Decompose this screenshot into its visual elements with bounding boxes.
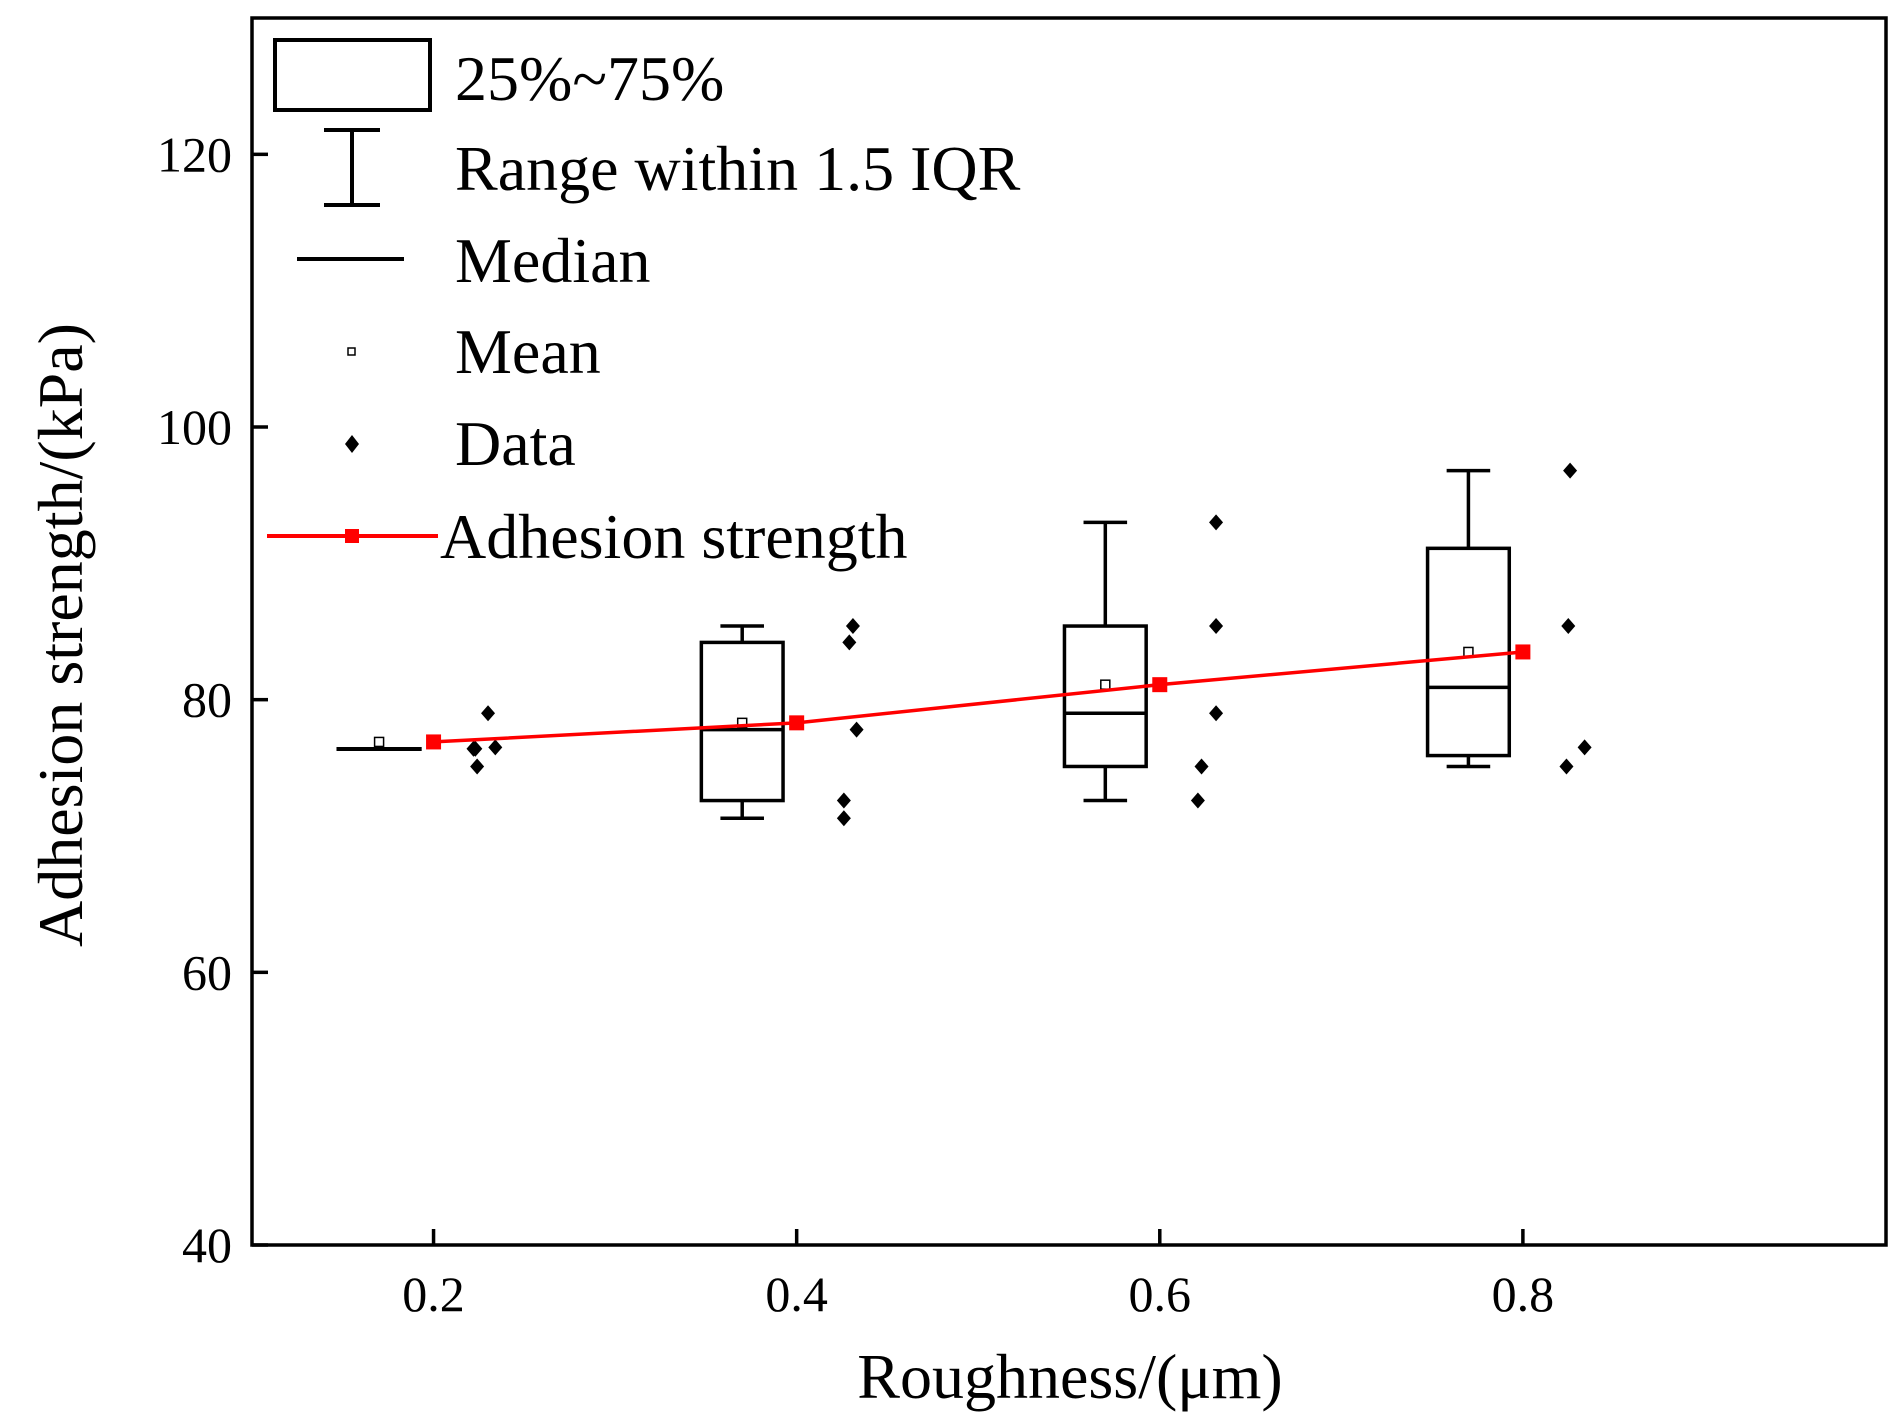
legend-mean-symbol: [347, 347, 356, 356]
box-iqr: [699, 640, 785, 803]
data-point: [1209, 618, 1224, 635]
y-tick-label: 40: [182, 1217, 232, 1273]
legend-label-data: Data: [455, 408, 576, 479]
x-tick-label: 0.8: [1492, 1266, 1555, 1322]
data-point: [488, 739, 503, 756]
plot-frame: [250, 16, 1888, 1247]
legend-box-symbol: [273, 38, 432, 112]
data-point: [1209, 514, 1224, 531]
x-tick-label: 0.2: [402, 1266, 465, 1322]
series-line: [433, 650, 1524, 744]
legend-label-whisker: Range within 1.5 IQR: [455, 133, 1021, 204]
legend-line-symbol: [267, 529, 438, 543]
axes: 40 60 80 100 120 0.2 0.4 0.6 0.8: [157, 16, 1888, 1322]
y-tick-label: 60: [182, 944, 232, 1000]
box-mean: [1100, 679, 1111, 690]
data-point: [1561, 618, 1576, 635]
data-point: [470, 758, 485, 775]
box-iqr: [1062, 624, 1148, 769]
adhesion-strength-series: [426, 644, 1531, 750]
legend-label-box: 25%~75%: [455, 43, 724, 114]
data-point: [1190, 792, 1205, 809]
legend: 25%~75% Range within 1.5 IQR Median Mean…: [267, 38, 1021, 572]
legend-label-mean: Mean: [455, 316, 601, 387]
legend-whisker-symbol: [324, 128, 380, 207]
y-axis-label: Adhesion strength/(kPa): [25, 323, 96, 947]
box-mean: [373, 736, 385, 748]
legend-label-line: Adhesion strength: [440, 501, 908, 572]
data-points: [466, 462, 1592, 827]
y-tick-label: 120: [157, 126, 232, 182]
data-point: [836, 810, 851, 827]
x-axis-label: Roughness/(μm): [857, 1341, 1282, 1412]
x-tick-label: 0.6: [1129, 1266, 1192, 1322]
data-point: [1194, 758, 1209, 775]
data-point: [842, 634, 857, 651]
data-point: [481, 705, 496, 722]
x-tick-label: 0.4: [765, 1266, 828, 1322]
data-point: [468, 740, 483, 757]
legend-data-symbol: [345, 435, 359, 453]
legend-label-median: Median: [455, 225, 651, 296]
data-point: [845, 618, 860, 635]
y-tick-label: 80: [182, 672, 232, 728]
data-point: [849, 721, 864, 738]
data-point: [1563, 462, 1578, 479]
y-tick-label: 100: [157, 399, 232, 455]
data-point: [1559, 758, 1574, 775]
data-point: [1577, 739, 1592, 756]
series-marker: [1515, 644, 1531, 660]
series-marker: [1152, 677, 1168, 693]
series-marker: [426, 734, 442, 750]
data-point: [836, 792, 851, 809]
series-marker: [789, 715, 805, 731]
data-point: [1209, 705, 1224, 722]
